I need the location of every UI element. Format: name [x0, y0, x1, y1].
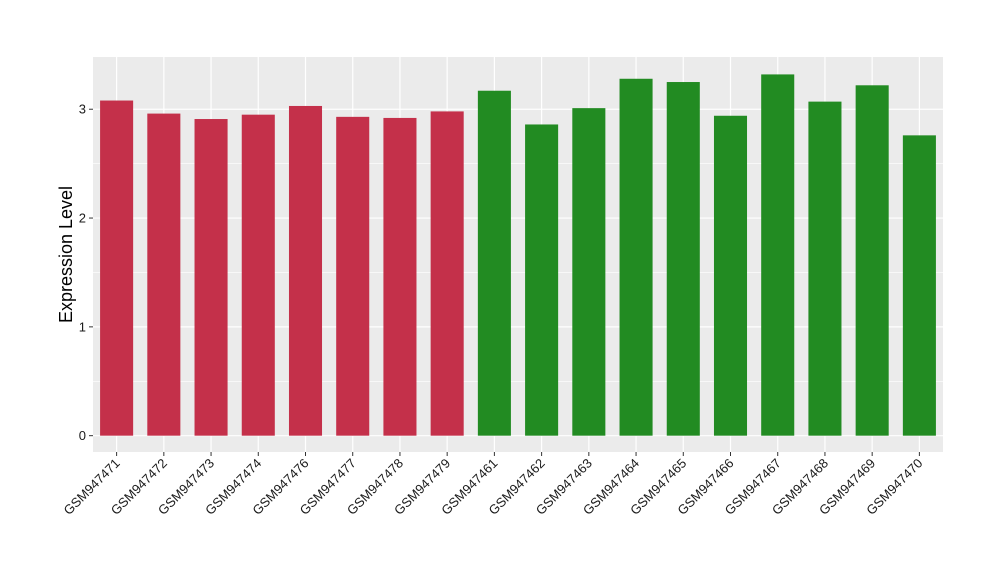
y-tick-label: 2	[79, 211, 86, 226]
bar-GSM947471	[100, 100, 134, 436]
y-tick-label: 1	[79, 319, 86, 334]
bar-GSM947469	[855, 85, 889, 436]
bar-GSM947472	[147, 113, 181, 436]
bar-GSM947465	[666, 82, 700, 436]
y-axis-title: Expression Level	[56, 186, 76, 323]
bar-GSM947466	[713, 115, 748, 436]
bar-GSM947476	[288, 105, 323, 436]
bar-GSM947467	[761, 74, 795, 436]
y-tick-label: 3	[79, 102, 86, 117]
bar-GSM947473	[194, 119, 228, 436]
bar-GSM947468	[808, 101, 842, 436]
bar-GSM947461	[477, 90, 511, 436]
bar-GSM947479	[430, 111, 464, 436]
y-tick-label: 0	[79, 428, 86, 443]
bar-GSM947464	[619, 78, 653, 436]
bars	[100, 74, 936, 436]
bar-GSM947474	[241, 114, 275, 436]
bar-GSM947462	[525, 124, 559, 436]
bar-GSM947463	[572, 108, 606, 436]
plot-panel	[93, 57, 943, 452]
bar-GSM947478	[383, 117, 417, 436]
bar-GSM947477	[336, 116, 370, 436]
bar-GSM947470	[902, 135, 936, 436]
